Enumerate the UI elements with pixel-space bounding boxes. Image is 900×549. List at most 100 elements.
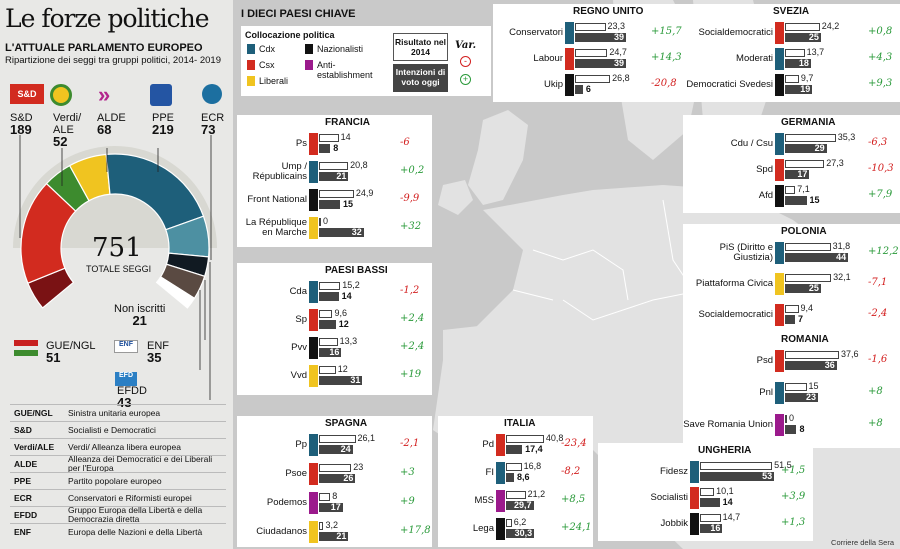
party-label: Cdu / Csu — [730, 138, 773, 149]
value-2014: 16,8 — [523, 461, 542, 471]
hemicycle-segment-noniscritti — [155, 276, 196, 309]
bar-2014 — [319, 366, 336, 374]
party-label: Sp — [295, 314, 307, 325]
variation-value: +8,5 — [561, 494, 586, 505]
ppe-logo-icon — [150, 84, 172, 106]
group-enf-seats: 35 — [147, 350, 162, 365]
country-panel-svezia: SVEZIA Socialdemocratici 24,2 25 +0,8 Moderat… — [683, 4, 900, 102]
country-title: SPAGNA — [325, 418, 368, 429]
party-label: Jobbik — [660, 518, 688, 529]
variation-value: -7,1 — [868, 277, 888, 288]
glossary-value: Sinistra unitaria europea — [68, 407, 161, 418]
bar-now — [785, 393, 819, 402]
value-2014: 15 — [808, 381, 819, 391]
group-verdi-seats: 52 — [53, 134, 68, 149]
glossary-row: EFDD Gruppo Europa della Libertà e della … — [10, 506, 226, 524]
group-ecr-name: ECR — [201, 112, 225, 124]
value-now: 14 — [722, 497, 733, 507]
bar-2014 — [575, 23, 606, 31]
bar-now — [785, 144, 827, 153]
glossary-key: ALDE — [14, 459, 38, 469]
legend-result-label: Risultato nel 2014 — [394, 37, 446, 57]
parliament-subtitle: L'ATTUALE PARLAMENTO EUROPEO — [5, 42, 203, 54]
group-alde: ALDE 68 — [97, 112, 126, 137]
page-title: Le forze politiche — [5, 4, 209, 33]
value-2014: 0 — [789, 413, 795, 423]
value-now: 16 — [710, 523, 721, 533]
bar-now — [319, 503, 343, 512]
party-color-swatch — [775, 414, 784, 436]
variation-value: -9,9 — [400, 193, 420, 204]
party-label: Socialdemocratici — [698, 27, 773, 38]
party-color-swatch — [775, 74, 784, 96]
value-2014: 24,7 — [609, 47, 627, 57]
value-2014: 13,7 — [806, 47, 825, 57]
value-now: 8 — [333, 143, 339, 153]
legend-var-label: Var. — [455, 40, 477, 51]
variation-value: +15,7 — [651, 26, 682, 37]
variation-value: +9 — [400, 496, 415, 507]
value-now: 23 — [806, 392, 817, 402]
glossary-key: ENF — [14, 527, 31, 537]
party-color-swatch — [775, 133, 784, 155]
enf-logo-icon: ENF — [114, 340, 138, 353]
party-color-swatch — [775, 159, 784, 181]
value-now: 30,3 — [514, 528, 533, 538]
bar-now — [785, 284, 821, 293]
value-2014: 24,9 — [355, 188, 374, 198]
bar-now — [785, 315, 796, 324]
party-color-swatch — [309, 463, 318, 485]
party-color-swatch — [775, 304, 784, 326]
country-title: PAESI BASSI — [325, 265, 388, 276]
group-gue-seats: 51 — [46, 350, 61, 365]
legend-swatch — [305, 60, 313, 70]
party-color-swatch — [309, 337, 318, 359]
bar-2014 — [785, 186, 796, 194]
bar-2014 — [506, 519, 512, 527]
bar-now — [506, 473, 514, 482]
glossary-key: EFDD — [14, 510, 38, 520]
variation-value: -2,4 — [868, 308, 888, 319]
bar-now — [785, 33, 821, 42]
country-panel-italia: ITALIA Pd 40,8 17,4 -23,4 FI 16,8 8,6 -8,2 M5S 21,… — [438, 416, 593, 547]
legend-label: Nazionalisti — [317, 44, 364, 54]
bar-2014 — [319, 134, 339, 142]
party-color-swatch — [309, 365, 318, 387]
party-label: Piattaforma Civica — [695, 278, 773, 289]
bar-now — [319, 532, 349, 541]
bar-2014 — [785, 383, 807, 391]
bar-now — [785, 253, 849, 262]
bar-2014 — [785, 274, 832, 282]
sd-logo-text: S&D — [17, 89, 37, 99]
bar-2014 — [319, 464, 352, 472]
party-label: Ciudadanos — [256, 526, 307, 537]
value-now: 17 — [330, 502, 341, 512]
country-panel-regno-unito: REGNO UNITO Conservatori 23,3 39 +15,7 Labour… — [493, 4, 683, 102]
group-ppe: PPE 219 — [152, 112, 174, 137]
value-2014: 14 — [340, 132, 351, 142]
value-now: 31 — [350, 375, 361, 385]
value-now: 21 — [336, 171, 347, 181]
party-label: Podemos — [266, 497, 307, 508]
value-2014: 9,7 — [800, 73, 814, 83]
bar-now — [575, 33, 627, 42]
party-label: Lega — [472, 523, 494, 534]
value-now: 36 — [824, 360, 835, 370]
country-title: POLONIA — [781, 226, 827, 237]
value-now: 15 — [343, 199, 354, 209]
total-seats-value: 751 — [92, 233, 142, 263]
total-seats-label: TOTALE SEGGI — [86, 264, 152, 274]
value-now: 17,4 — [525, 444, 543, 454]
variation-value: +14,3 — [651, 52, 682, 63]
group-ppe-seats: 219 — [152, 122, 174, 137]
glossary-row: GUE/NGL Sinistra unitaria europea — [10, 404, 226, 421]
variation-value: -6 — [400, 137, 410, 148]
bar-now — [319, 376, 363, 385]
bar-now — [319, 292, 339, 301]
bar-now — [319, 172, 349, 181]
value-2014: 51,5 — [774, 460, 792, 470]
key-title: I DIECI PAESI CHIAVE — [241, 8, 356, 20]
group-glossary: GUE/NGL Sinistra unitaria europea S&D Socia… — [10, 404, 226, 544]
party-label: Vvd — [290, 370, 307, 381]
party-color-swatch — [309, 521, 318, 543]
